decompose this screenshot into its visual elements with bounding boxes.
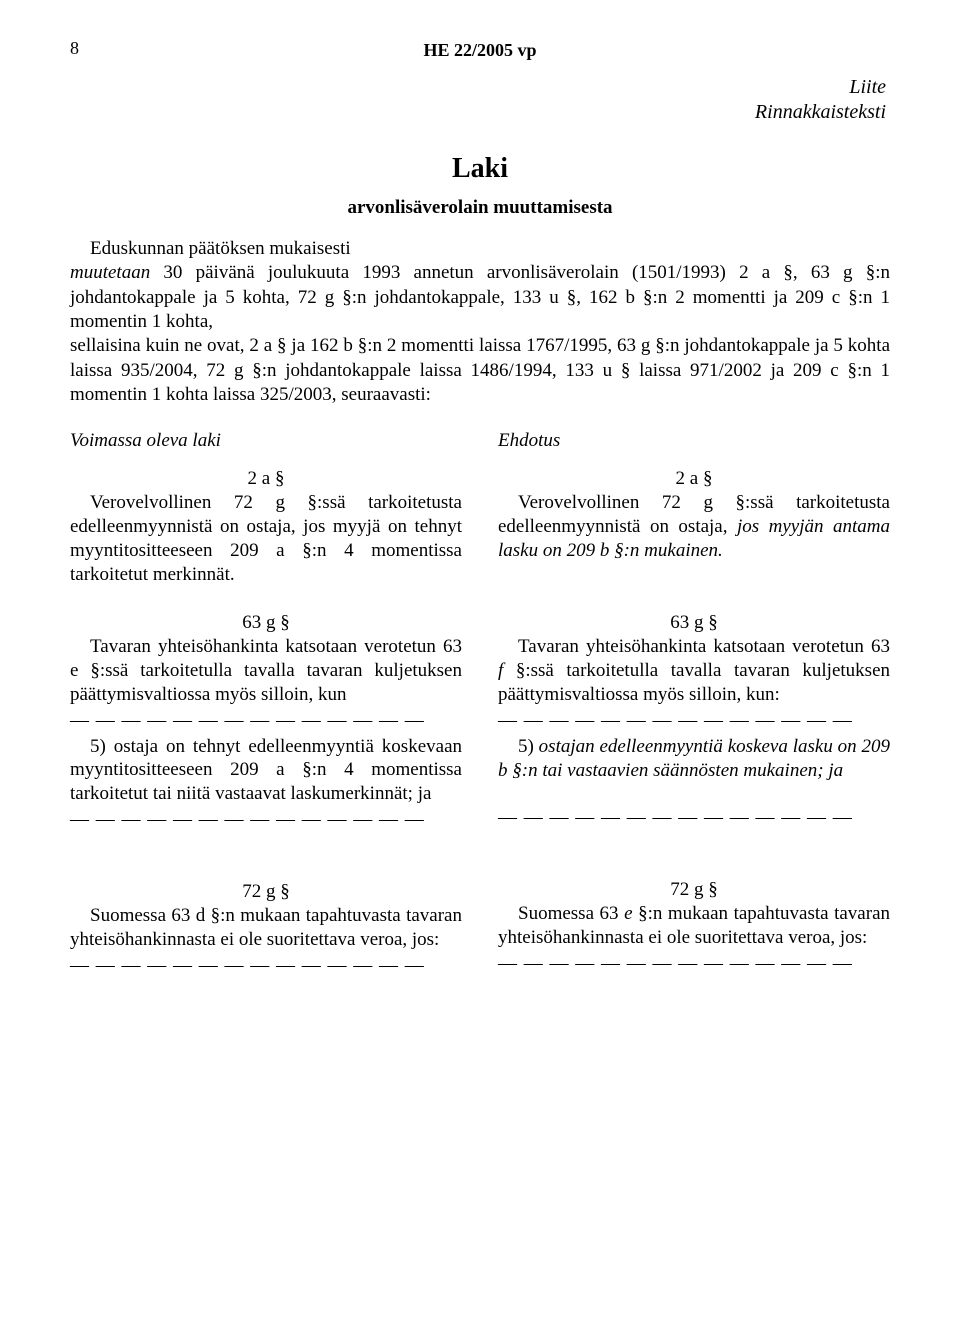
right-dashes-2: — — — — — — — — — — — — — — [498, 806, 890, 830]
right-63g-5: 5) ostajan edelleenmyyntiä koskeva lasku… [498, 735, 890, 783]
annex-line-1: Liite [849, 76, 886, 98]
page-number: 8 [70, 38, 79, 59]
left-dashes-3: — — — — — — — — — — — — — — [70, 954, 462, 978]
left-dashes-2: — — — — — — — — — — — — — — [70, 808, 462, 832]
right-2a-text: Verovelvollinen 72 g §:ssä tarkoitetusta… [498, 491, 890, 563]
left-63g-text: Tavaran yhteisöhankinta katsotaan verote… [70, 635, 462, 707]
right-2a-num: 2 a § [498, 467, 890, 491]
spacer [70, 587, 462, 605]
left-72g-text: Suomessa 63 d §:n mukaan tapahtuvasta ta… [70, 904, 462, 952]
intro-text: Eduskunnan päätöksen mukaisestimuutetaan… [70, 237, 890, 407]
right-72g-num: 72 g § [498, 878, 890, 902]
left-63g-num: 63 g § [70, 611, 462, 635]
left-heading: Voimassa oleva laki [70, 429, 462, 453]
intro-paragraph: Eduskunnan päätöksen mukaisestimuutetaan… [70, 237, 890, 407]
left-2a-num: 2 a § [70, 467, 462, 491]
document-page: 8 HE 22/2005 vp Liite Rinnakkaisteksti L… [0, 0, 960, 1341]
right-63g-num: 63 g § [498, 611, 890, 635]
spacer [498, 782, 890, 804]
left-72g-num: 72 g § [70, 880, 462, 904]
spacer [70, 834, 462, 874]
left-column: Voimassa oleva laki 2 a § Verovelvolline… [70, 429, 462, 980]
annex-label: Liite Rinnakkaisteksti [70, 75, 890, 125]
document-header: HE 22/2005 vp [70, 40, 890, 61]
right-dashes-3: — — — — — — — — — — — — — — [498, 952, 890, 976]
parallel-columns: Voimassa oleva laki 2 a § Verovelvolline… [70, 429, 890, 980]
right-column: Ehdotus 2 a § Verovelvollinen 72 g §:ssä… [498, 429, 890, 980]
spacer [498, 832, 890, 872]
left-dashes-1: — — — — — — — — — — — — — — [70, 709, 462, 733]
law-title: Laki [70, 153, 890, 185]
right-63g-text: Tavaran yhteisöhankinta katsotaan verote… [498, 635, 890, 707]
spacer [498, 563, 890, 605]
right-heading: Ehdotus [498, 429, 890, 453]
law-subtitle: arvonlisäverolain muuttamisesta [70, 197, 890, 219]
annex-line-2: Rinnakkaisteksti [755, 101, 886, 123]
right-dashes-1: — — — — — — — — — — — — — — [498, 709, 890, 733]
left-63g-5: 5) ostaja on tehnyt edelleenmyyntiä kosk… [70, 735, 462, 807]
left-2a-text: Verovelvollinen 72 g §:ssä tarkoitetusta… [70, 491, 462, 587]
right-72g-text: Suomessa 63 e §:n mukaan tapahtuvasta ta… [498, 902, 890, 950]
